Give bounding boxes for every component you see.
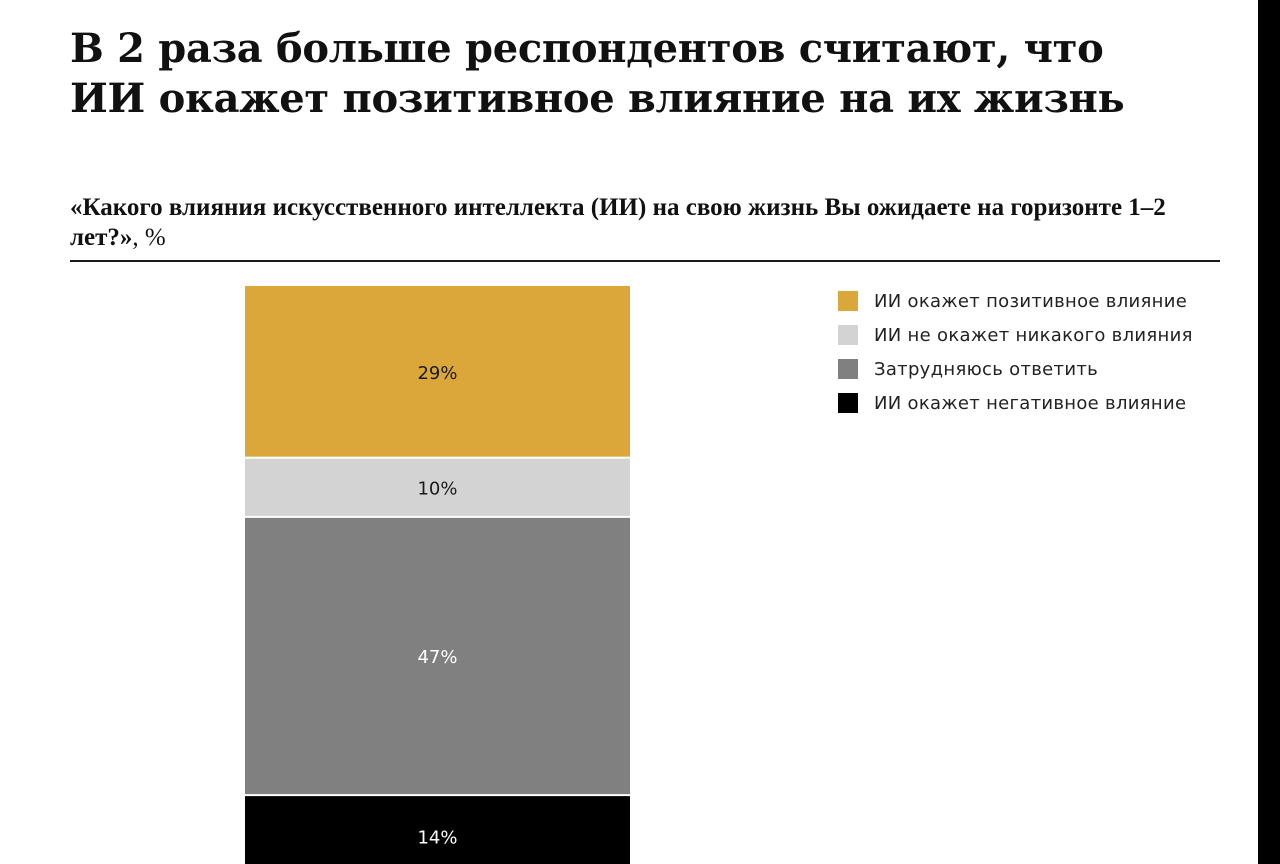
chart-question: «Какого влияния искусственного интеллект… (70, 193, 1180, 253)
legend-item-positive: ИИ окажет позитивное влияние (838, 284, 1238, 318)
data-label-positive: 29% (417, 363, 457, 384)
legend-item-negative: ИИ окажет негативное влияние (838, 386, 1238, 420)
data-label-no-effect: 10% (417, 478, 457, 499)
screen-edge (1258, 0, 1280, 864)
legend-label-positive: ИИ окажет позитивное влияние (874, 290, 1188, 312)
question-text: «Какого влияния искусственного интеллект… (70, 194, 1166, 251)
unit-suffix: , % (132, 224, 166, 251)
legend-swatch-no-effect (838, 325, 858, 345)
legend-swatch-positive (838, 291, 858, 311)
legend-item-unsure: Затрудняюсь ответить (838, 352, 1238, 386)
bar-segment-negative (245, 795, 630, 864)
segment-separator (245, 794, 630, 797)
header-divider (70, 260, 1220, 262)
bar-segment-unsure (245, 516, 630, 796)
legend-swatch-unsure (838, 359, 858, 379)
data-label-unsure: 47% (417, 647, 457, 668)
chart-legend: ИИ окажет позитивное влияние ИИ не окаже… (838, 284, 1238, 420)
bar-segment-no-effect (245, 457, 630, 517)
segment-separator (245, 456, 630, 459)
legend-swatch-negative (838, 393, 858, 413)
legend-item-no-effect: ИИ не окажет никакого влияния (838, 318, 1238, 352)
bar-segment-positive (245, 286, 630, 458)
legend-label-negative: ИИ окажет негативное влияние (874, 392, 1187, 414)
segment-separator (245, 515, 630, 518)
legend-label-unsure: Затрудняюсь ответить (874, 358, 1099, 380)
legend-label-no-effect: ИИ не окажет никакого влияния (874, 324, 1193, 346)
page-title: В 2 раза больше респондентов считают, чт… (70, 25, 1125, 122)
data-label-negative: 14% (417, 828, 457, 849)
